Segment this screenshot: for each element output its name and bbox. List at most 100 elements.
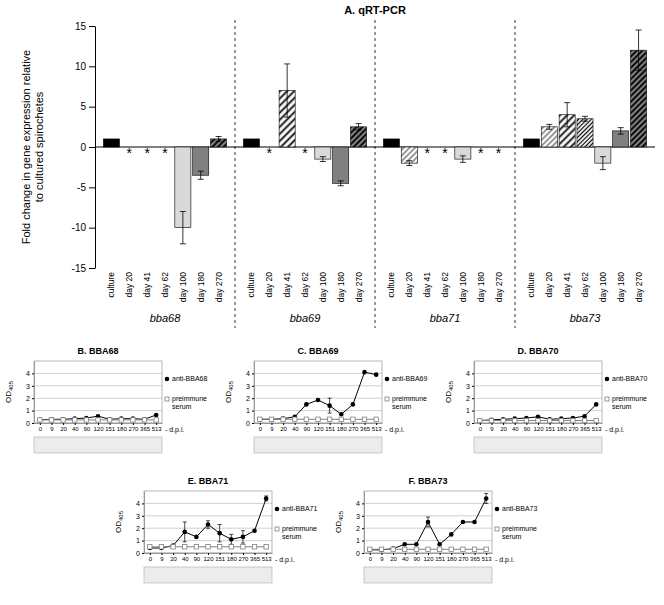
axis: 01234 [136,492,144,557]
blot-strip [254,437,382,453]
tick-label: 40 [402,556,409,562]
bar-label: day 100 [318,272,328,303]
point [182,530,187,535]
tick-label: 20 [500,426,507,432]
tick-label: 0 [356,550,360,557]
point [96,418,100,422]
y-label-line: to cultured spirochetes [33,91,45,202]
axis: 01234 [356,492,364,557]
y-label: OD405 [224,380,234,403]
error-bar [618,128,624,134]
tick-mark [362,541,364,542]
tick: -15 [72,263,95,274]
tick-label: 270 [128,426,139,432]
blot-strip [34,437,162,453]
bar-label: culture [246,272,256,298]
y-label-sub: 405 [8,380,14,391]
group-separator [515,20,516,328]
bar-label: day 20 [544,272,554,298]
point [437,542,442,547]
point [316,398,321,403]
y-label: Fold change in gene expression relativet… [20,50,45,244]
tick-label: 90 [414,556,421,562]
axis: -15-10-5051015 [72,21,96,274]
bar [523,139,539,147]
plot-frame [34,361,162,423]
tick-label: 365 [250,556,261,562]
point [264,545,268,549]
tick-mark [365,423,366,425]
bar [383,139,399,147]
group-separator [375,20,376,328]
grid-line [34,398,162,399]
tick: 90 [414,553,421,562]
point [229,537,234,542]
title: D. BBA70 [517,346,558,356]
legend-label-line: preimmune [502,525,537,533]
bar-label: day 20 [404,272,414,298]
tick: 40 [512,423,519,432]
tick: 180 [447,553,458,562]
tick-label: 151 [215,556,226,562]
error-bar [356,124,362,130]
tick-mark [173,553,174,555]
tick-label: 120 [203,556,214,562]
y-label-line: Fold change in gene expression relative [20,50,32,244]
data [478,402,599,423]
tick-mark [220,553,221,555]
tick-label: 90 [194,556,201,562]
tick-mark [393,553,394,555]
point [582,414,587,419]
tick-label: 0 [149,556,153,562]
data [258,370,379,422]
tick-label: 365 [140,426,151,432]
tick-mark [32,411,34,412]
axis: 01234 [466,362,474,427]
point [258,417,262,421]
error-bar [264,496,268,501]
tick-label: 90 [304,426,311,432]
legend-marker [385,377,390,382]
tick-mark [330,423,331,425]
legend-label-line: serum [502,533,522,540]
tick: 1 [136,537,144,544]
tick: 0 [259,423,263,432]
y-label: OD405 [114,510,124,533]
tick-mark [51,423,52,425]
tick-label: 120 [93,426,104,432]
panel-bar: A. qRT-PCRFold change in gene expression… [20,4,655,328]
point [327,417,331,421]
tick-mark [156,423,157,425]
bar-label: day 180 [616,272,626,303]
point [148,545,152,549]
title: E. BBA71 [188,476,229,486]
tick-mark [472,423,474,424]
tick: 40 [292,423,299,432]
point [154,413,159,418]
axis-line [364,492,365,554]
tick: -10 [72,222,95,233]
tick-label: 3 [246,383,250,390]
tick-mark [252,373,254,374]
tick: 10 [75,61,95,72]
x-label: - d.p.i. [275,556,295,564]
error-bar [241,531,245,543]
title: F. BBA73 [408,476,447,486]
bar [243,139,259,147]
tick: 365 [360,423,371,432]
tick: 1 [26,407,34,414]
axis-line [365,553,493,554]
point [368,548,373,553]
point [217,545,221,549]
y-label-sub: 405 [118,510,124,521]
point [594,418,598,422]
point [489,418,493,422]
point [159,545,163,549]
tick: 9 [160,553,164,562]
tick: 90 [304,423,311,432]
legend-label-line: preimmune [172,395,207,403]
data [368,493,489,552]
point [241,545,245,549]
point [391,546,396,551]
error-bar [636,30,642,70]
